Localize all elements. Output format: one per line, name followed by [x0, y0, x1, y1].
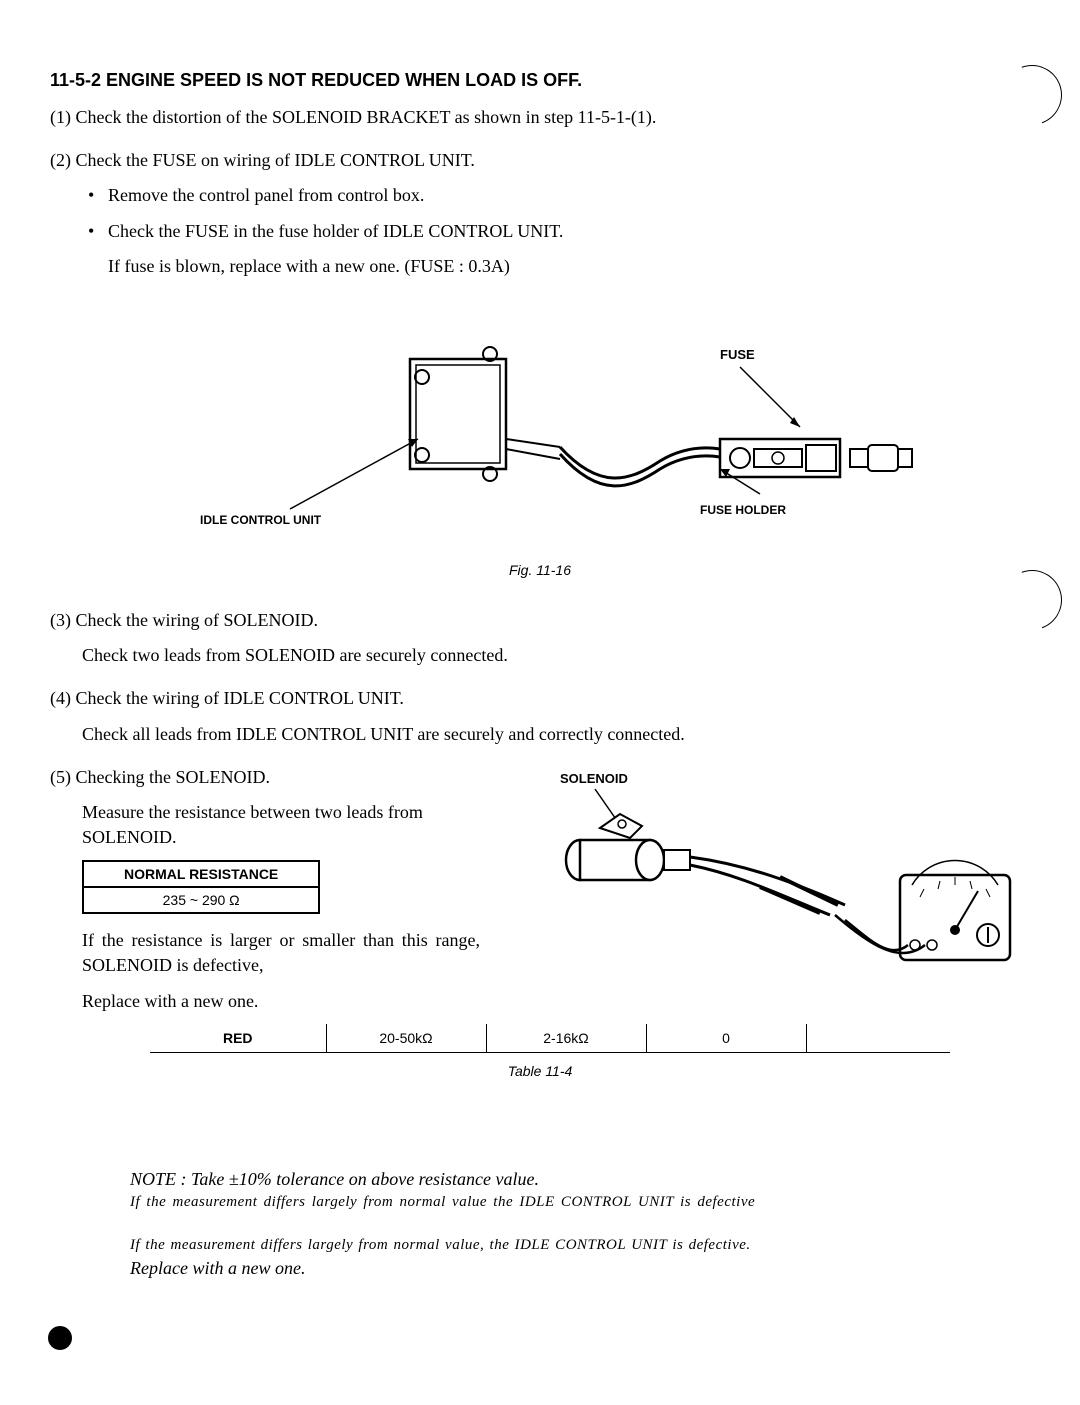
label-fuse-holder: FUSE HOLDER — [700, 503, 786, 517]
red-cell: RED — [150, 1024, 326, 1053]
red-cell: 0 — [646, 1024, 806, 1053]
step-5-note: Replace with a new one. — [50, 989, 480, 1014]
step-2: (2) Check the FUSE on wiring of IDLE CON… — [50, 148, 1030, 173]
step-1: (1) Check the distortion of the SOLENOID… — [50, 105, 1030, 130]
step-4: (4) Check the wiring of IDLE CONTROL UNI… — [50, 686, 1030, 711]
red-cell — [806, 1024, 950, 1053]
idle-control-diagram: IDLE CONTROL UNIT FUSE FUSE HOLDER — [160, 319, 920, 549]
red-cell: 20-50kΩ — [326, 1024, 486, 1053]
section-heading: 11-5-2 ENGINE SPEED IS NOT REDUCED WHEN … — [50, 70, 1030, 91]
hole-punch-mark — [48, 1326, 72, 1350]
note-line: Replace with a new one. — [130, 1258, 1030, 1279]
note-garbled: If the measurement differs largely from … — [130, 1194, 950, 1211]
step-3-line: Check two leads from SOLENOID are secure… — [50, 643, 1030, 668]
note-label: NOTE : — [130, 1169, 187, 1189]
step-2-cont: If fuse is blown, replace with a new one… — [50, 254, 1030, 279]
step-3: (3) Check the wiring of SOLENOID. — [50, 608, 1030, 633]
label-idle-control-unit: IDLE CONTROL UNIT — [200, 513, 322, 527]
note-garbled: If the measurement differs largely from … — [130, 1237, 1030, 1254]
figure-solenoid: SOLENOID — [500, 765, 1040, 990]
red-cell: 2-16kΩ — [486, 1024, 646, 1053]
figure-11-16: IDLE CONTROL UNIT FUSE FUSE HOLDER Fig. — [50, 319, 1030, 578]
note-line: Take ±10% tolerance on above resistance … — [191, 1169, 539, 1189]
solenoid-diagram: SOLENOID — [500, 765, 1040, 985]
step-2-bullet: Remove the control panel from control bo… — [50, 183, 1030, 208]
step-4-line: Check all leads from IDLE CONTROL UNIT a… — [50, 722, 1030, 747]
note-block: NOTE : Take ±10% tolerance on above resi… — [50, 1169, 1030, 1279]
normal-resistance-table: NORMAL RESISTANCE 235 ~ 290 Ω — [82, 860, 320, 914]
resistance-range-row: RED 20-50kΩ 2-16kΩ 0 — [150, 1024, 950, 1053]
table-caption: Table 11-4 — [50, 1063, 1030, 1079]
resistance-value: 235 ~ 290 Ω — [83, 887, 319, 913]
label-fuse: FUSE — [720, 347, 755, 362]
resistance-header: NORMAL RESISTANCE — [83, 861, 319, 887]
step-5-note: If the resistance is larger or smaller t… — [50, 928, 480, 978]
figure-caption: Fig. 11-16 — [50, 562, 1030, 578]
label-solenoid: SOLENOID — [560, 771, 628, 786]
step-2-bullet: Check the FUSE in the fuse holder of IDL… — [50, 219, 1030, 244]
step-5-line: Measure the resistance between two leads… — [50, 800, 480, 850]
step-5: (5) Checking the SOLENOID. — [50, 765, 480, 790]
